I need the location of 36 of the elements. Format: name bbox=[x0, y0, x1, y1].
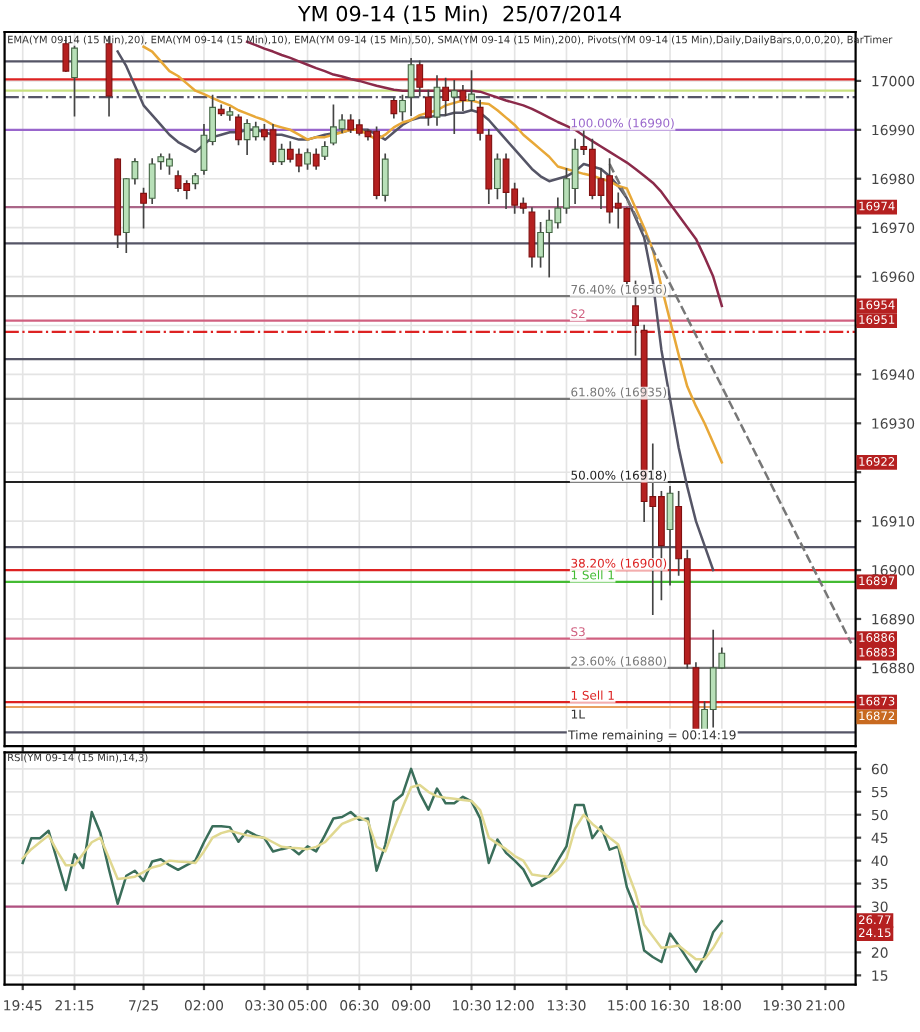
candlestick bbox=[390, 97, 398, 119]
candlestick bbox=[399, 94, 406, 121]
candlestick bbox=[226, 106, 234, 121]
candlestick bbox=[450, 80, 458, 135]
candlestick bbox=[243, 119, 251, 156]
candlestick bbox=[545, 209, 553, 278]
candlestick bbox=[286, 141, 294, 163]
candlestick bbox=[468, 70, 475, 112]
chart-title: YM 09-14 (15 Min) 25/07/2014 bbox=[297, 5, 621, 24]
candlestick bbox=[571, 138, 579, 205]
candlestick bbox=[381, 153, 389, 202]
candlestick bbox=[304, 148, 311, 170]
candlestick bbox=[71, 45, 78, 117]
candlestick bbox=[494, 153, 501, 200]
candlestick bbox=[407, 58, 415, 116]
candlestick bbox=[148, 158, 156, 205]
candlestick bbox=[278, 143, 286, 165]
candlestick bbox=[459, 84, 467, 112]
candlestick bbox=[269, 124, 277, 165]
candlestick bbox=[312, 148, 320, 170]
line-series bbox=[142, 45, 724, 464]
candlestick bbox=[295, 148, 303, 173]
candlestick bbox=[157, 153, 165, 170]
candlestick bbox=[588, 138, 596, 200]
candlestick bbox=[442, 77, 450, 116]
candlestick bbox=[528, 207, 536, 268]
candlestick bbox=[416, 60, 424, 97]
candlestick bbox=[424, 89, 432, 126]
candlestick bbox=[433, 75, 441, 126]
candlestick bbox=[476, 99, 484, 141]
candlestick bbox=[666, 486, 674, 586]
candlestick bbox=[235, 114, 242, 146]
candlestick bbox=[174, 170, 182, 192]
candlestick bbox=[709, 629, 717, 728]
candlestick bbox=[502, 153, 510, 209]
candlestick bbox=[140, 187, 147, 229]
